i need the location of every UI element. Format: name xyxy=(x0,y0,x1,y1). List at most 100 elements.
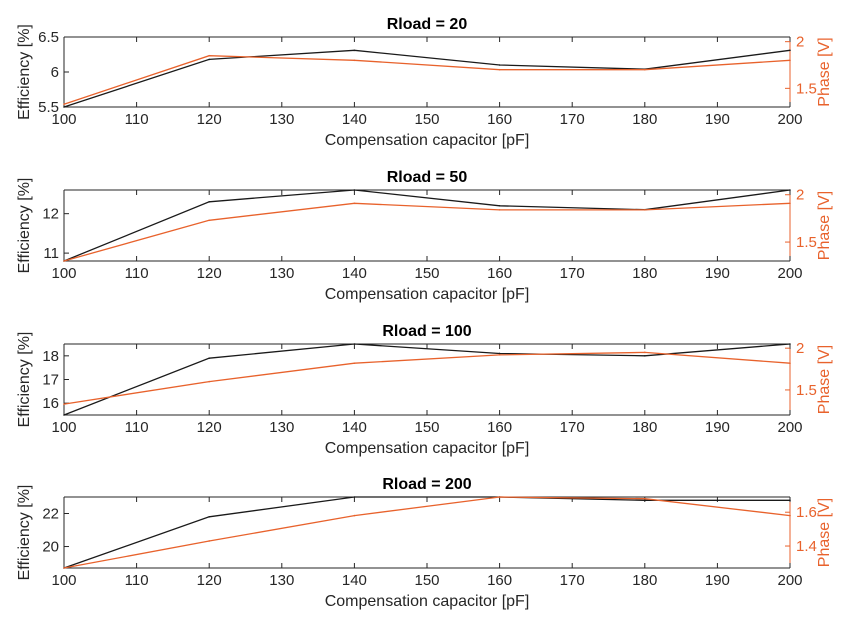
x-axis-label: Compensation capacitor [pF] xyxy=(325,440,530,457)
x-tick-label: 160 xyxy=(487,572,512,589)
y-tick-label: 20 xyxy=(42,539,59,556)
chart-title: Rload = 200 xyxy=(382,476,471,493)
chart-panel: 100 110 120 130 140 150 160 170 180 190 200 16 17 18 1… xyxy=(16,323,833,457)
phase-point xyxy=(208,540,210,542)
x-axis-label: Compensation capacitor [pF] xyxy=(325,132,530,149)
x-tick-label: 130 xyxy=(269,265,294,282)
y-right-tick-label: 1.4 xyxy=(796,538,817,555)
y-right-tick-label: 2 xyxy=(796,34,804,51)
x-tick-label: 160 xyxy=(487,419,512,436)
phase-point xyxy=(63,567,65,569)
phase-point xyxy=(353,514,356,517)
x-tick-label: 200 xyxy=(777,111,802,128)
chart-panel: 100 110 120 130 140 150 160 170 180 190 200 11 12 1.5… xyxy=(16,169,833,303)
efficiency-point xyxy=(498,64,501,66)
x-tick-label: 180 xyxy=(632,572,657,589)
chart-title: Rload = 20 xyxy=(387,16,468,33)
y-tick-label: 6 xyxy=(51,64,59,81)
y-axis-label: Efficiency [%] xyxy=(16,332,33,428)
efficiency-point xyxy=(789,189,791,191)
x-tick-label: 170 xyxy=(560,572,585,589)
y-tick-label: 6.5 xyxy=(38,29,59,46)
efficiency-point xyxy=(644,499,646,502)
efficiency-point xyxy=(208,58,210,61)
chart-panel: 100 110 120 130 140 150 160 170 180 190 200 20 22 1.4… xyxy=(16,476,833,610)
y-right-axis-label: Phase [V] xyxy=(816,191,833,260)
phase-point xyxy=(208,54,210,57)
phase-point xyxy=(789,514,791,517)
chart-title: Rload = 100 xyxy=(382,323,471,340)
x-tick-label: 190 xyxy=(705,265,730,282)
x-tick-label: 110 xyxy=(125,419,149,436)
y-tick-label: 5.5 xyxy=(38,99,59,116)
x-tick-label: 180 xyxy=(632,419,657,436)
y-tick-label: 18 xyxy=(42,348,59,365)
efficiency-point xyxy=(644,355,646,357)
phase-series-line xyxy=(63,55,791,105)
phase-point xyxy=(644,497,646,500)
chart-title: Rload = 50 xyxy=(387,169,468,186)
efficiency-point xyxy=(498,352,501,355)
plot-area xyxy=(64,190,790,261)
y-tick-label: 16 xyxy=(42,395,59,412)
x-tick-label: 170 xyxy=(560,419,585,436)
phase-point xyxy=(498,209,501,211)
x-tick-label: 170 xyxy=(560,265,585,282)
efficiency-point xyxy=(208,201,210,203)
x-tick-label: 200 xyxy=(777,419,802,436)
x-tick-label: 180 xyxy=(632,265,657,282)
x-tick-label: 140 xyxy=(342,265,367,282)
x-tick-label: 120 xyxy=(197,265,222,282)
efficiency-point xyxy=(498,204,501,207)
efficiency-point xyxy=(353,49,356,52)
y-right-tick-label: 2 xyxy=(796,340,804,357)
phase-point xyxy=(353,362,356,365)
y-right-tick-label: 1.5 xyxy=(796,382,817,399)
y-right-tick-label: 1.5 xyxy=(796,234,817,251)
x-tick-label: 130 xyxy=(269,572,294,589)
y-right-tick-label: 1.6 xyxy=(796,504,817,521)
y-right-axis-label: Phase [V] xyxy=(816,498,833,567)
efficiency-series-line xyxy=(63,189,791,262)
x-tick-label: 110 xyxy=(125,265,149,282)
phase-point xyxy=(498,354,501,356)
phase-point xyxy=(498,68,501,71)
y-tick-label: 12 xyxy=(42,206,59,223)
plot-area xyxy=(64,344,790,415)
phase-point xyxy=(644,209,646,211)
phase-point xyxy=(63,260,65,262)
x-tick-label: 120 xyxy=(197,419,222,436)
efficiency-point xyxy=(353,343,356,345)
efficiency-point xyxy=(63,414,65,416)
phase-point xyxy=(63,103,65,105)
x-tick-label: 150 xyxy=(414,572,439,589)
x-tick-label: 150 xyxy=(414,111,439,128)
y-axis-label: Efficiency [%] xyxy=(16,485,33,581)
x-tick-label: 100 xyxy=(51,419,76,436)
x-tick-label: 100 xyxy=(51,265,76,282)
y-axis-label: Efficiency [%] xyxy=(16,24,33,120)
phase-point xyxy=(353,202,356,205)
x-tick-label: 190 xyxy=(705,111,730,128)
x-axis-label: Compensation capacitor [pF] xyxy=(325,593,530,610)
chart-panel: 100 110 120 130 140 150 160 170 180 190 200 5.5 6 6.5… xyxy=(16,16,833,149)
phase-point xyxy=(789,59,791,62)
efficiency-point xyxy=(353,189,356,191)
y-axis-label: Efficiency [%] xyxy=(16,178,33,274)
y-tick-label: 17 xyxy=(42,372,59,389)
x-tick-label: 190 xyxy=(705,419,730,436)
x-tick-label: 130 xyxy=(269,419,294,436)
efficiency-point xyxy=(789,499,791,502)
x-tick-label: 160 xyxy=(487,111,512,128)
phase-point xyxy=(789,202,791,205)
x-tick-label: 120 xyxy=(197,111,222,128)
x-tick-label: 150 xyxy=(414,419,439,436)
phase-point xyxy=(208,380,210,383)
phase-series-line xyxy=(63,496,791,569)
x-tick-label: 160 xyxy=(487,265,512,282)
phase-point xyxy=(208,219,210,222)
x-tick-label: 110 xyxy=(125,111,149,128)
efficiency-point xyxy=(208,357,210,360)
phase-point xyxy=(644,351,646,354)
